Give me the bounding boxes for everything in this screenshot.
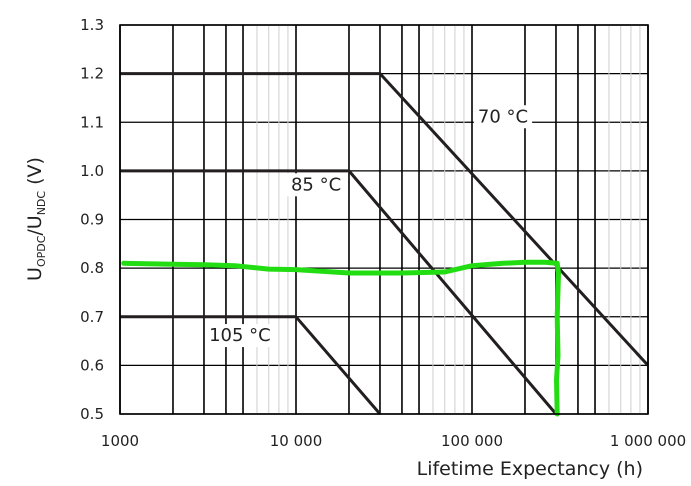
series-line-2 [120,315,382,415]
series-label-bg-0 [473,105,533,129]
y-axis-label: UOPDC/UNDC (V) [24,157,48,281]
x-tick-label-2: 100 000 [441,432,503,450]
y-label-mid: /U [24,215,46,235]
y-tick-label-3: 0.8 [80,259,104,277]
y-tick-label-2: 0.7 [80,308,104,326]
series-label-bg-1 [286,173,346,197]
series-label-2: 105 °C [209,325,271,346]
series-label-0: 70 °C [478,106,528,127]
x-tick-label-0: 1000 [101,432,139,450]
y-tick-label-1: 0.6 [80,356,104,374]
series-line-1 [120,169,558,415]
y-tick-label-0: 0.5 [80,405,104,423]
y-tick-label-8: 1.3 [80,16,104,34]
y-label-sub2: NDC [35,191,48,216]
y-label-sub1: OPDC [35,235,48,267]
series-labels: 70 °C 85 °C 105 °C [205,105,533,348]
y-tick-label-7: 1.2 [80,65,104,83]
overlay-line [121,259,561,417]
y-tick-label-4: 0.9 [80,211,104,229]
series-label-1: 85 °C [291,174,341,195]
y-tick-labels: 0.5 0.6 0.7 0.8 0.9 1.0 1.1 1.2 1.3 [80,16,104,423]
plot-frame [119,24,649,415]
x-axis-label: Lifetime Expectancy (h) [417,458,643,480]
y-label-unit: (V) [24,157,46,191]
y-tick-label-5: 1.0 [80,162,104,180]
series-label-bg-2 [205,324,275,348]
x-tick-label-3: 1 000 000 [610,432,686,450]
overlay [121,259,561,417]
y-tick-label-6: 1.1 [80,113,104,131]
x-tick-labels: 1000 10 000 100 000 1 000 000 [101,432,686,450]
x-tick-label-1: 10 000 [270,432,323,450]
y-label-base1: U [24,267,46,281]
